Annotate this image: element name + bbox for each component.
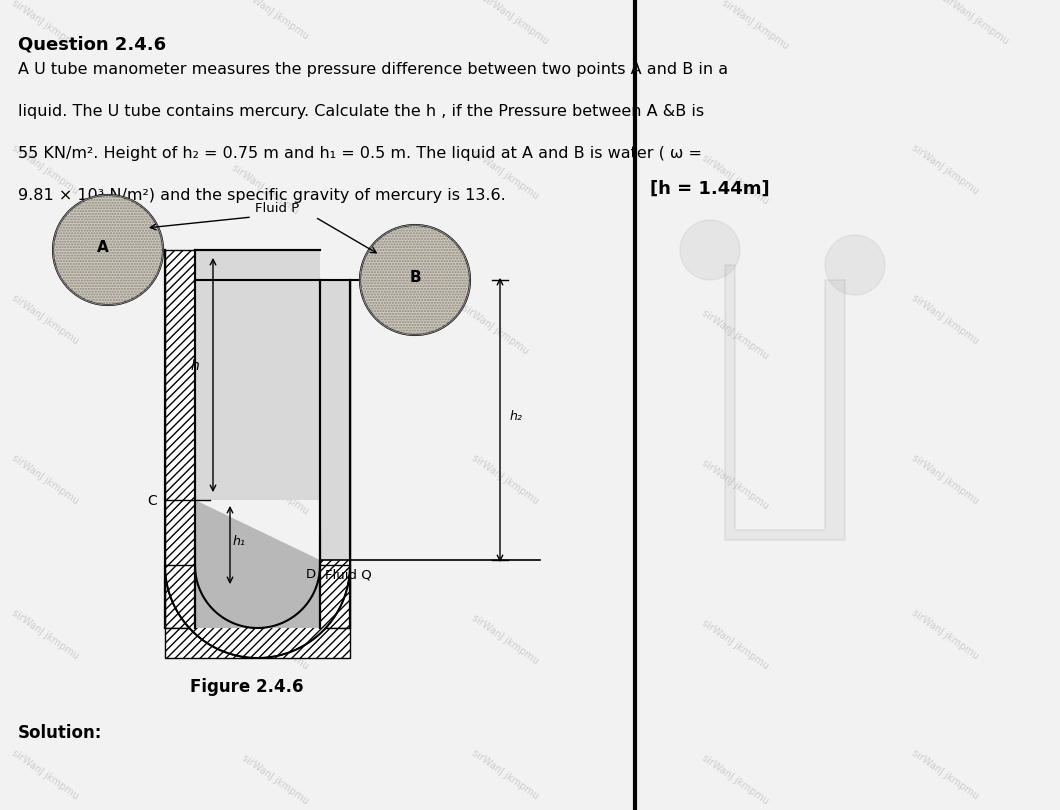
Text: sirWanJ jkmpmu: sirWanJ jkmpmu xyxy=(10,143,81,197)
Text: Fluid P: Fluid P xyxy=(255,202,299,215)
Text: A U tube manometer measures the pressure difference between two points A and B i: A U tube manometer measures the pressure… xyxy=(18,62,728,77)
Text: h₂: h₂ xyxy=(510,410,523,423)
Text: sirWanJ jkmpmu: sirWanJ jkmpmu xyxy=(240,313,311,367)
Text: sirWanJ jkmpmu: sirWanJ jkmpmu xyxy=(700,153,771,207)
Text: sirWanJ jkmpmu: sirWanJ jkmpmu xyxy=(909,293,981,347)
Text: sirWanJ jkmpmu: sirWanJ jkmpmu xyxy=(940,0,1010,47)
Text: 55 KN/m². Height of h₂ = 0.75 m and h₁ = 0.5 m. The liquid at A and B is water (: 55 KN/m². Height of h₂ = 0.75 m and h₁ =… xyxy=(18,146,702,161)
Text: C: C xyxy=(147,494,157,508)
Text: Question 2.4.6: Question 2.4.6 xyxy=(18,35,166,53)
Text: sirWanJ jkmpmu: sirWanJ jkmpmu xyxy=(240,753,311,807)
Text: B: B xyxy=(409,271,421,285)
Text: [h = 1.44m]: [h = 1.44m] xyxy=(650,180,770,198)
Text: sirWanJ jkmpmu: sirWanJ jkmpmu xyxy=(460,303,530,356)
Polygon shape xyxy=(725,265,845,540)
Text: sirWanJ jkmpmu: sirWanJ jkmpmu xyxy=(700,618,771,671)
Text: D: D xyxy=(306,568,316,581)
Text: sirWanJ jkmpmu: sirWanJ jkmpmu xyxy=(10,293,81,347)
Circle shape xyxy=(681,220,740,280)
Text: A: A xyxy=(98,241,109,255)
Text: Fluid Q: Fluid Q xyxy=(325,568,372,581)
Text: 9.81 × 10³ N/m²) and the specific gravity of mercury is 13.6.: 9.81 × 10³ N/m²) and the specific gravit… xyxy=(18,188,506,203)
Text: sirWanJ jkmpmu: sirWanJ jkmpmu xyxy=(240,463,311,517)
Text: sirWanJ jkmpmu: sirWanJ jkmpmu xyxy=(909,608,981,662)
Polygon shape xyxy=(195,250,320,500)
Text: sirWanJ jkmpmu: sirWanJ jkmpmu xyxy=(10,454,81,507)
Polygon shape xyxy=(165,628,350,658)
Text: sirWanJ jkmpmu: sirWanJ jkmpmu xyxy=(700,309,771,362)
Text: h₁: h₁ xyxy=(233,535,246,548)
Text: h: h xyxy=(191,359,199,373)
Text: sirWanJ jkmpmu: sirWanJ jkmpmu xyxy=(10,0,81,52)
Text: sirWanJ jkmpmu: sirWanJ jkmpmu xyxy=(700,458,771,512)
Text: Solution:: Solution: xyxy=(18,724,103,742)
Text: sirWanJ jkmpmu: sirWanJ jkmpmu xyxy=(720,0,791,52)
Polygon shape xyxy=(320,280,350,628)
Text: sirWanJ jkmpmu: sirWanJ jkmpmu xyxy=(470,613,541,667)
Text: liquid. The U tube contains mercury. Calculate the h , if the Pressure between A: liquid. The U tube contains mercury. Cal… xyxy=(18,104,704,119)
Polygon shape xyxy=(195,500,320,628)
Circle shape xyxy=(825,235,885,295)
Text: sirWanJ jkmpmu: sirWanJ jkmpmu xyxy=(480,0,550,47)
Text: sirWanJ jkmpmu: sirWanJ jkmpmu xyxy=(240,0,311,42)
Text: sirWanJ jkmpmu: sirWanJ jkmpmu xyxy=(700,753,771,807)
Text: sirWanJ jkmpmu: sirWanJ jkmpmu xyxy=(240,618,311,671)
Circle shape xyxy=(53,195,163,305)
Text: sirWanJ jkmpmu: sirWanJ jkmpmu xyxy=(230,164,300,217)
Text: sirWanJ jkmpmu: sirWanJ jkmpmu xyxy=(909,143,981,197)
Polygon shape xyxy=(165,565,350,658)
Text: sirWanJ jkmpmu: sirWanJ jkmpmu xyxy=(909,454,981,507)
Polygon shape xyxy=(165,250,195,628)
Polygon shape xyxy=(320,280,349,560)
Text: sirWanJ jkmpmu: sirWanJ jkmpmu xyxy=(10,608,81,662)
Circle shape xyxy=(360,225,470,335)
Text: sirWanJ jkmpmu: sirWanJ jkmpmu xyxy=(470,748,541,802)
Text: sirWanJ jkmpmu: sirWanJ jkmpmu xyxy=(470,148,541,202)
Text: Figure 2.4.6: Figure 2.4.6 xyxy=(190,678,303,696)
Text: sirWanJ jkmpmu: sirWanJ jkmpmu xyxy=(10,748,81,802)
Text: sirWanJ jkmpmu: sirWanJ jkmpmu xyxy=(909,748,981,802)
Text: sirWanJ jkmpmu: sirWanJ jkmpmu xyxy=(470,454,541,507)
